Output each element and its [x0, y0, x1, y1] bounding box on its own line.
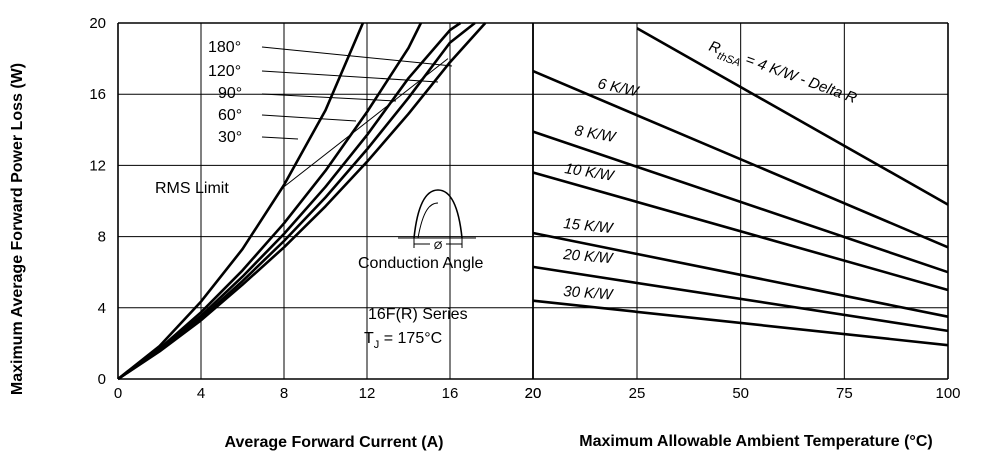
- y-axis-title: Maximum Average Forward Power Loss (W): [9, 63, 26, 395]
- rth-label: RthSA = 4 K/W - Delta R: [705, 38, 859, 111]
- thermal-line-3: [532, 171, 949, 292]
- angle-labels: 180° 120° 90° 60° 30°: [208, 39, 453, 146]
- x-axis-title-left: Average Forward Current (A): [225, 434, 444, 451]
- thermal-line-1: [532, 69, 949, 249]
- y-tick: 0: [98, 371, 106, 388]
- leader-90: [261, 93, 397, 102]
- curve-90-deg: [117, 21, 462, 381]
- x-tick-right: 25: [629, 385, 646, 402]
- leader-180: [261, 46, 453, 67]
- kw-label-6: 6 K/W: [596, 75, 641, 101]
- left-panel-curves: [117, 21, 487, 381]
- x-tick-left: 12: [359, 385, 376, 402]
- thermal-line-0: [636, 27, 949, 206]
- thermal-line-4: [532, 231, 949, 318]
- leader-60: [261, 114, 357, 122]
- x-tick-left: 4: [197, 385, 205, 402]
- y-tick: 8: [98, 229, 106, 246]
- y-tick: 20: [89, 15, 106, 32]
- thermal-line-5: [532, 265, 949, 333]
- series-name-label: 16F(R) Series: [368, 306, 468, 323]
- rms-limit-line: [283, 58, 449, 188]
- y-tick: 4: [98, 300, 106, 317]
- x-axis-title-right: Maximum Allowable Ambient Temperature (°…: [579, 433, 932, 450]
- x-tick-left: 0: [114, 385, 122, 402]
- conduction-angle-label: Conduction Angle: [358, 255, 484, 272]
- kw-label-8: 8 K/W: [573, 122, 618, 146]
- curve-30-deg: [117, 22, 365, 381]
- leader-30: [261, 136, 299, 140]
- kw-label-30: 30 K/W: [563, 283, 615, 304]
- angle-label-30: 30°: [218, 129, 242, 146]
- curve-120-deg: [117, 21, 476, 381]
- x-tick-right: 50: [732, 385, 749, 402]
- curve-60-deg: [117, 22, 423, 381]
- x-tick-right: 75: [836, 385, 853, 402]
- right-panel-lines: [532, 27, 949, 347]
- leader-120: [261, 70, 439, 83]
- kw-label-20: 20 K/W: [562, 246, 615, 267]
- y-tick: 16: [89, 86, 106, 103]
- y-tick: 12: [89, 157, 106, 174]
- thermal-line-2: [532, 130, 949, 274]
- x-tick-left: 20: [525, 385, 542, 402]
- kw-label-10: 10 K/W: [563, 160, 616, 185]
- angle-label-120: 120°: [208, 63, 241, 80]
- x-tick-left: 16: [442, 385, 459, 402]
- conduction-angle-icon: [398, 189, 476, 248]
- tj-label: TJ = 175°C: [364, 330, 442, 351]
- angle-label-60: 60°: [218, 107, 242, 124]
- thermal-line-6: [532, 299, 949, 347]
- kw-label-15: 15 K/W: [563, 215, 616, 237]
- x-tick-left: 8: [280, 385, 288, 402]
- angle-label-180: 180°: [208, 39, 241, 56]
- x-tick-right: 20: [525, 385, 542, 402]
- x-tick-right: 100: [935, 385, 960, 402]
- phi-symbol: Ø: [434, 240, 443, 252]
- angle-label-90: 90°: [218, 85, 242, 102]
- rms-limit-label: RMS Limit: [155, 180, 229, 197]
